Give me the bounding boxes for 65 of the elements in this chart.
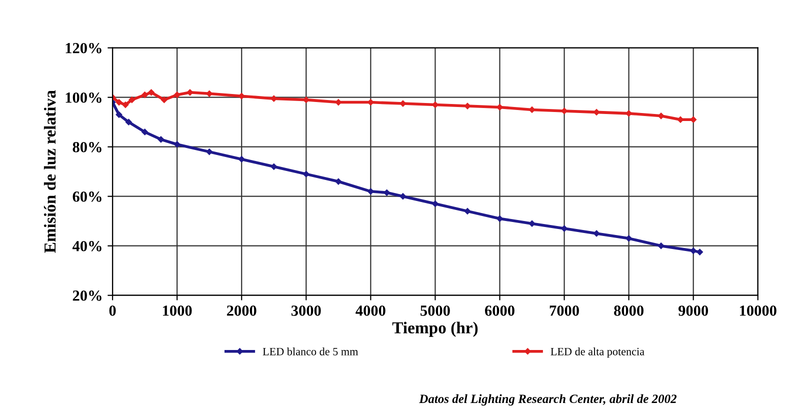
point xyxy=(122,102,129,108)
x-tick-label: 9000 xyxy=(678,306,708,316)
point xyxy=(464,102,471,110)
point xyxy=(690,248,696,254)
point xyxy=(400,193,406,200)
point xyxy=(528,106,536,113)
y-tick-label: 80% xyxy=(72,142,102,152)
x-tick-label: 0 xyxy=(109,306,116,316)
x-tick-label: 8000 xyxy=(614,306,644,316)
point xyxy=(626,235,632,242)
point xyxy=(626,110,632,117)
point xyxy=(116,99,122,106)
point xyxy=(206,90,212,97)
point xyxy=(174,92,180,98)
x-tick-label: 4000 xyxy=(356,306,386,316)
point xyxy=(368,188,374,195)
point xyxy=(658,112,664,120)
point xyxy=(677,116,684,123)
point xyxy=(128,96,136,103)
point xyxy=(186,89,194,96)
point xyxy=(335,178,342,185)
x-tick-label: 6000 xyxy=(484,306,514,316)
point xyxy=(561,225,568,232)
point xyxy=(302,96,310,103)
y-tick-label: 60% xyxy=(72,191,102,202)
x-tick-label: 1000 xyxy=(163,306,192,316)
point xyxy=(561,108,568,114)
point xyxy=(158,136,164,143)
point xyxy=(384,189,390,196)
point xyxy=(593,230,600,237)
point xyxy=(126,118,132,126)
point xyxy=(464,208,471,214)
x-tick-label: 3000 xyxy=(291,306,321,316)
point xyxy=(302,170,310,178)
point xyxy=(142,128,148,136)
x-tick-label: 2000 xyxy=(226,306,256,316)
point xyxy=(496,215,503,222)
point xyxy=(238,92,245,100)
point xyxy=(658,242,664,250)
x-tick-label: 5000 xyxy=(420,306,450,316)
y-axis-title: Emisión de luz relativa xyxy=(44,90,56,253)
point xyxy=(116,112,122,118)
y-tick-label: 40% xyxy=(72,240,102,252)
point xyxy=(148,89,154,96)
y-tick-label: 100% xyxy=(66,92,102,103)
x-tick-label: 10000 xyxy=(740,306,776,316)
point xyxy=(528,220,536,227)
point xyxy=(400,100,406,107)
point xyxy=(174,141,180,148)
point xyxy=(432,200,438,207)
y-tick-label: 20% xyxy=(72,290,102,301)
text: Datos del Lighting Research Center, abril de 2002 xyxy=(419,394,677,406)
point xyxy=(696,248,703,256)
y-tick-label: 120% xyxy=(66,42,102,54)
point xyxy=(238,156,245,162)
point xyxy=(161,96,168,103)
legend-label: LED de alta potencia xyxy=(550,348,644,358)
point xyxy=(206,148,212,155)
point xyxy=(690,116,696,123)
point xyxy=(270,164,278,170)
legend-label: LED blanco de 5 mm xyxy=(262,348,358,356)
x-axis-title: Tiempo (hr) xyxy=(392,322,478,337)
x-tick-label: 7000 xyxy=(550,306,579,316)
point xyxy=(142,92,148,98)
point xyxy=(270,95,278,102)
